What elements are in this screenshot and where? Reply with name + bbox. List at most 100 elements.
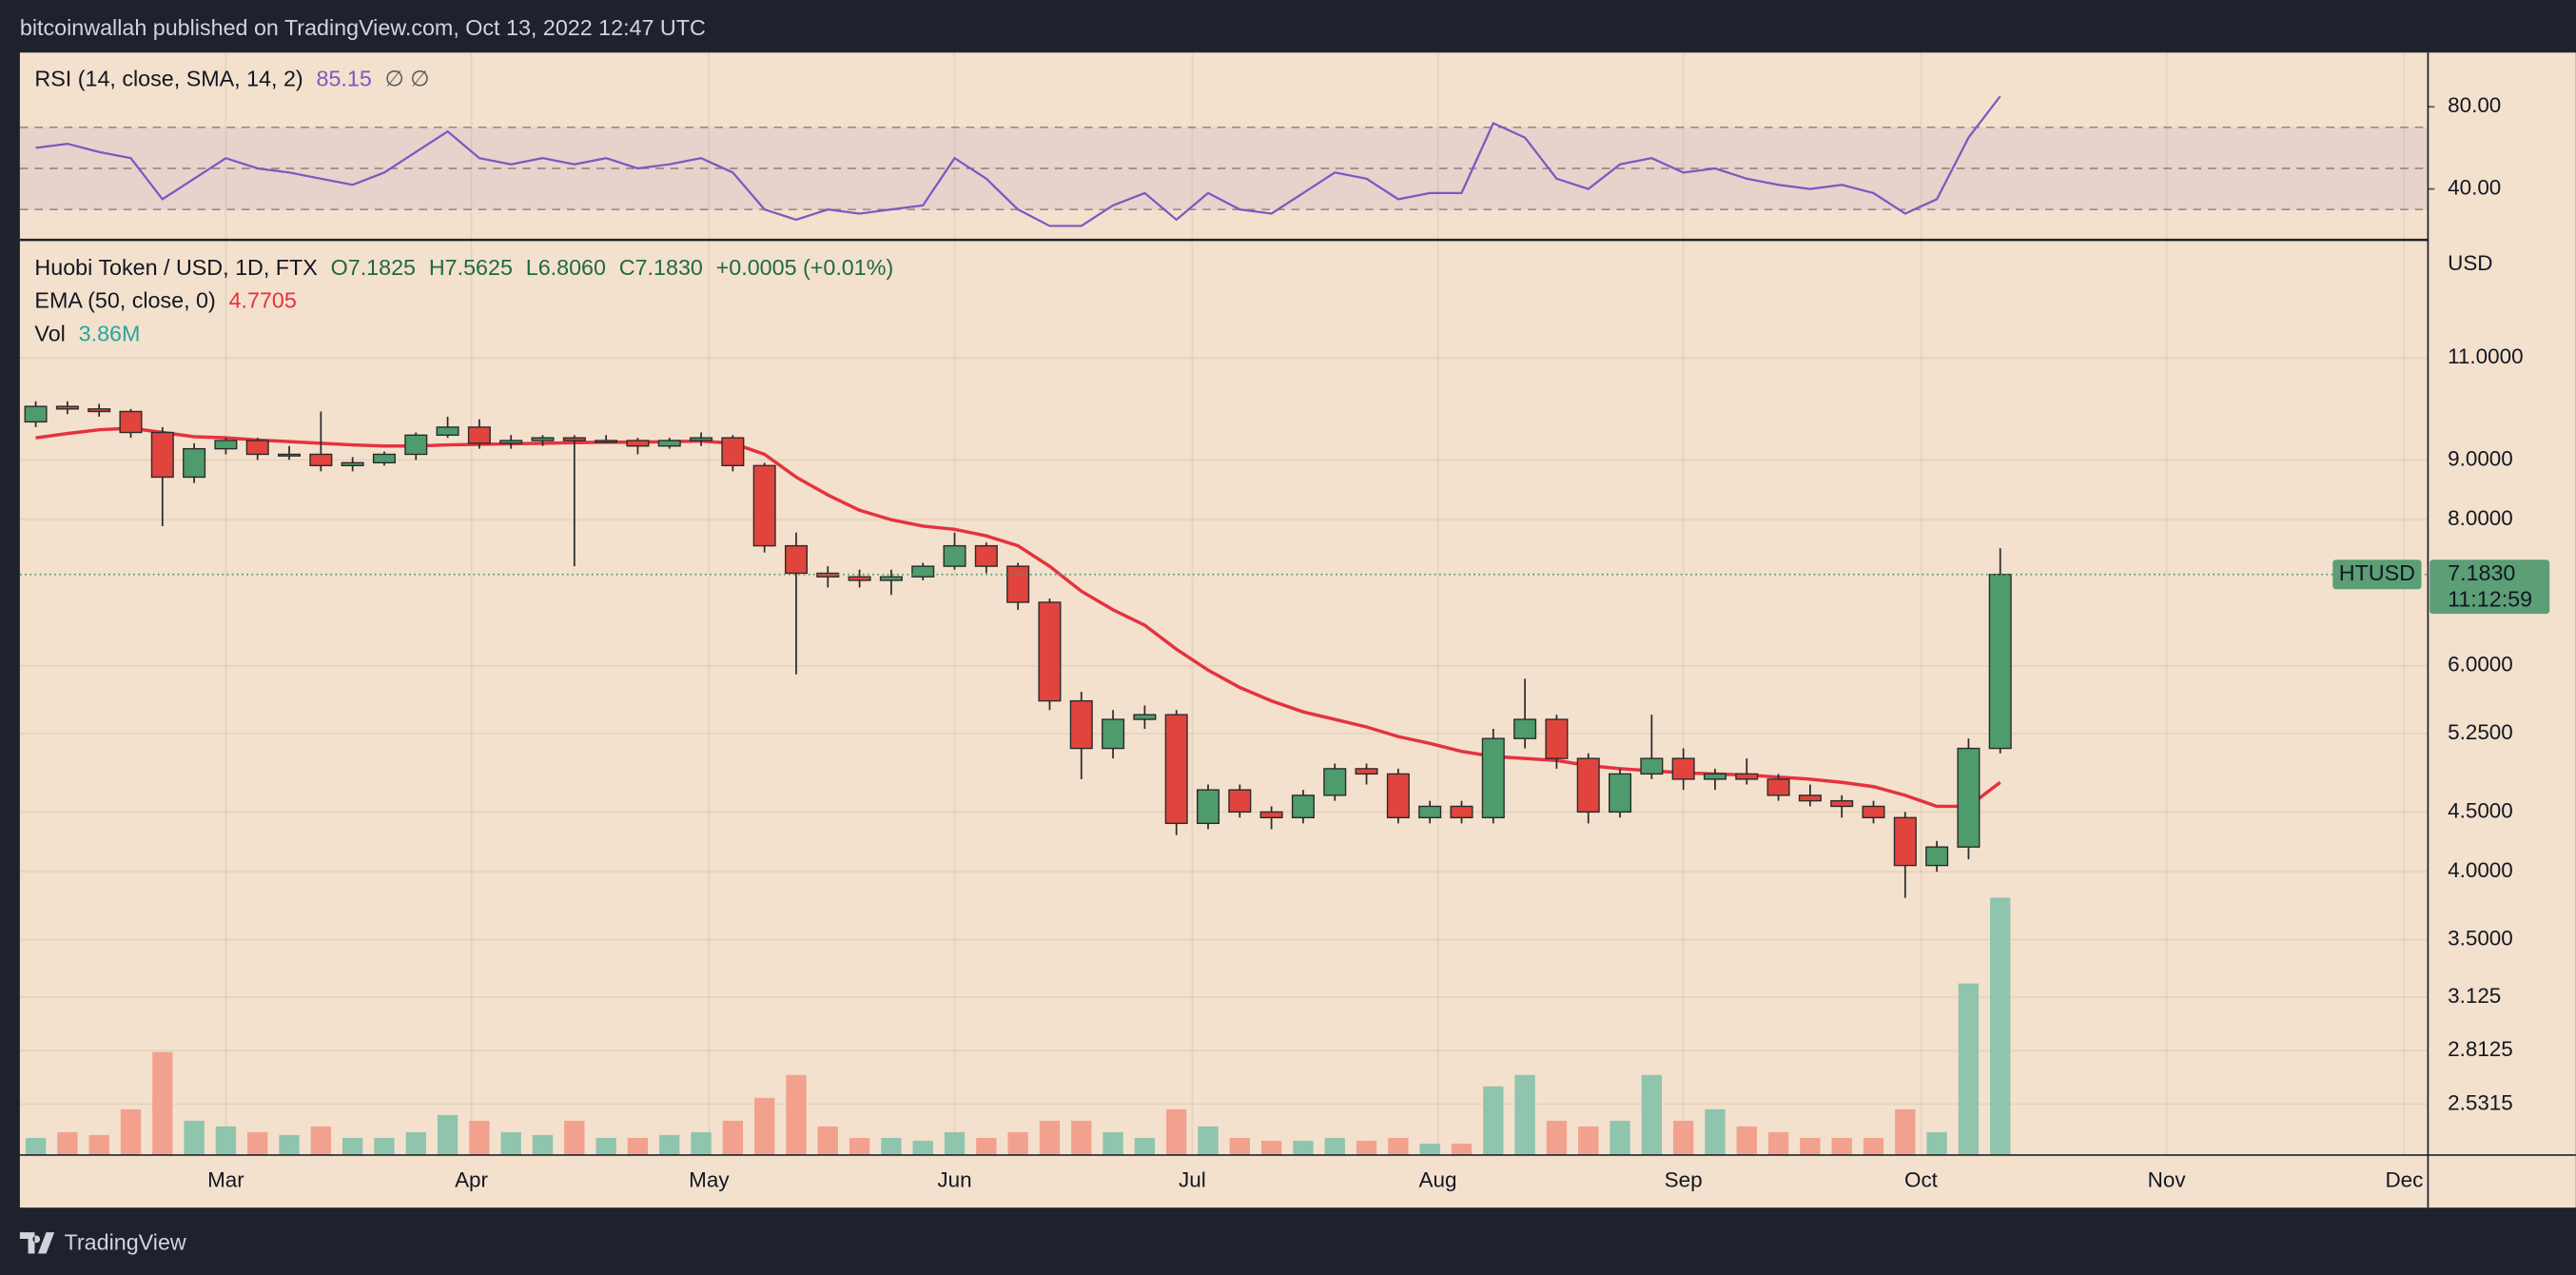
candle-body (1609, 773, 1632, 814)
y-tick-label: 2.8125 (2448, 1037, 2513, 1061)
volume-bar (1007, 1131, 1028, 1155)
candle-body (879, 576, 903, 581)
volume-bar (691, 1131, 712, 1155)
candle-body (1196, 789, 1220, 825)
candle-body (55, 405, 79, 410)
candle-body (436, 426, 459, 437)
volume-bar (1356, 1140, 1377, 1155)
rsi-legend: RSI (14, close, SMA, 14, 2) 85.15 ∅ ∅ (34, 67, 429, 91)
y-tick-label: 9.0000 (2448, 446, 2513, 470)
candle-body (911, 565, 935, 578)
ema-value: 4.7705 (229, 288, 297, 313)
x-tick-label: Jun (937, 1167, 971, 1191)
volume-bar (912, 1140, 933, 1155)
ticker-tag-text: HTUSD (2339, 560, 2415, 585)
candle-body (1386, 773, 1410, 819)
x-tick-label: Dec (2385, 1167, 2423, 1191)
candle-body (595, 440, 618, 443)
candle-body (974, 544, 998, 567)
price-tag-text: 7.1830 (2448, 560, 2515, 585)
candle-body (816, 572, 840, 578)
candle-body (657, 440, 681, 447)
volume-bar (1483, 1086, 1504, 1155)
x-tick-label: Sep (1665, 1167, 1703, 1191)
candle-body (309, 453, 333, 467)
volume-bar (1134, 1137, 1156, 1155)
y-tick-label: 3.5000 (2448, 926, 2513, 950)
symbol-legend: Huobi Token / USD, 1D, FTX O7.1825 H7.5625… (34, 255, 893, 280)
low-label: L6.8060 (526, 255, 606, 280)
volume-bar (1229, 1137, 1250, 1155)
volume-bar (1166, 1108, 1187, 1155)
vol-value: 3.86M (79, 321, 141, 345)
volume-bar (1514, 1074, 1535, 1155)
x-tick-label: Apr (455, 1167, 488, 1191)
volume-bar (25, 1137, 47, 1155)
candle-body (562, 437, 586, 441)
y-tick-label: 8.0000 (2448, 506, 2513, 530)
symbol: Huobi Token / USD, 1D, FTX (34, 255, 318, 280)
volume-bar (310, 1126, 332, 1155)
volume-bar (184, 1120, 205, 1155)
candle-body (150, 431, 174, 479)
chart-background (19, 52, 2576, 1208)
ema-legend: EMA (50, close, 0) 4.7705 (34, 288, 296, 313)
candle-body (499, 440, 523, 444)
candle-body (1893, 816, 1917, 867)
candle-body (784, 544, 808, 575)
y-tick-label: 2.5315 (2448, 1090, 2513, 1114)
volume-bar (944, 1131, 966, 1155)
change-label: +0.0005 (+0.01%) (716, 255, 894, 280)
y-tick-label: 3.125 (2448, 984, 2501, 1008)
vol-name: Vol (34, 321, 65, 345)
candle-body (467, 426, 491, 444)
volume-bar (120, 1108, 142, 1155)
volume-bar (754, 1097, 775, 1155)
candle-body (1228, 789, 1252, 814)
x-tick-label: May (689, 1167, 730, 1191)
volume-bar (595, 1137, 616, 1155)
candle-body (1164, 714, 1188, 825)
volume-bar (659, 1134, 680, 1155)
rsi-tick-label: 40.00 (2448, 176, 2501, 200)
countdown-text: 11:12:59 (2448, 587, 2532, 612)
volume-bar (976, 1137, 997, 1155)
volume-bar (342, 1137, 363, 1155)
y-tick-label: 5.2500 (2448, 720, 2513, 744)
candle-body (848, 576, 871, 581)
volume-bar (1103, 1131, 1123, 1155)
volume-bar (1071, 1120, 1092, 1155)
candle-body (1323, 768, 1347, 796)
rsi-name: RSI (14, close, SMA, 14, 2) (34, 67, 302, 91)
high-label: H7.5625 (429, 255, 513, 280)
volume-bar (405, 1131, 426, 1155)
panes (19, 95, 2435, 1155)
volume-bar (1293, 1140, 1314, 1155)
candle-body (1259, 811, 1283, 819)
volume-bar (1926, 1131, 1947, 1155)
volume-bar (1705, 1108, 1726, 1155)
grid (19, 52, 2429, 1155)
candle-body (24, 405, 48, 423)
volume-bar (532, 1134, 554, 1155)
candle-body (531, 437, 555, 441)
volume-bar (1672, 1120, 1694, 1155)
open-label: O7.1825 (331, 255, 416, 280)
rsi-tick-label: 80.00 (2448, 93, 2501, 117)
candle-body (88, 408, 111, 413)
x-tick-label: Nov (2148, 1167, 2187, 1191)
x-tick-label: Aug (1419, 1167, 1457, 1191)
close-label: C7.1830 (619, 255, 703, 280)
candle-body (372, 453, 396, 464)
volume-bar (1578, 1126, 1599, 1155)
currency: USD (2448, 251, 2492, 275)
candle-body (1703, 773, 1727, 780)
rsi-line (35, 95, 2001, 227)
y-tick-label: 4.5000 (2448, 798, 2513, 822)
volume-bar (1800, 1137, 1821, 1155)
volume-bar (469, 1120, 490, 1155)
candle-body (1640, 757, 1664, 775)
volume-bar (1990, 897, 2011, 1155)
